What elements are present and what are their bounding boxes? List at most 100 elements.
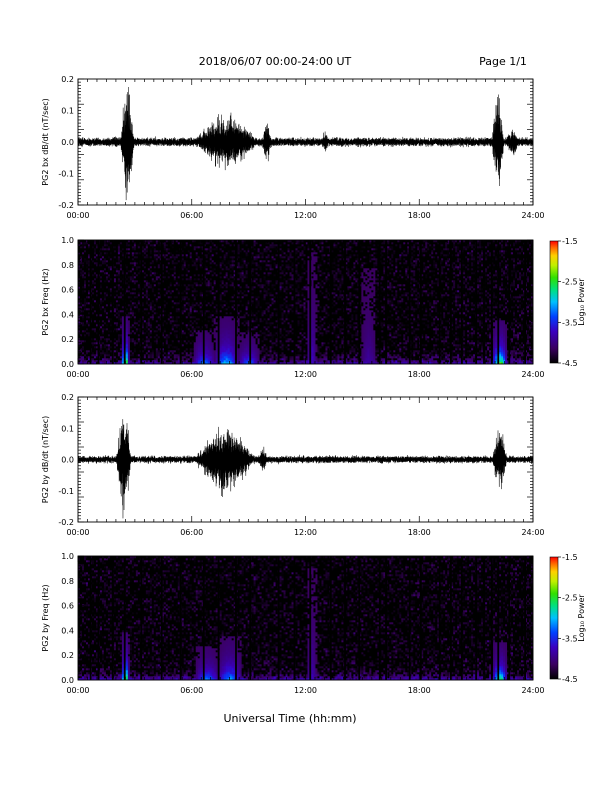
spectrogram-cell: [132, 348, 134, 350]
spectrogram-cell: [128, 242, 130, 244]
spectrogram-cell: [210, 346, 212, 348]
spectrogram-cell: [108, 250, 110, 252]
spectrogram-cell: [222, 338, 224, 340]
spectrogram-cell: [194, 282, 196, 284]
spectrogram-cell: [136, 252, 138, 254]
spectrogram-cell: [94, 326, 96, 328]
spectrogram-cell: [188, 354, 190, 356]
spectrogram-cell: [84, 322, 86, 324]
bx-spectrogram-panel: -1.5-2.5-3.5-4.5Log₁₀ Power00:00 06:00 12:…: [41, 236, 586, 379]
spectrogram-cell: [102, 348, 104, 350]
spectrogram-cell: [194, 342, 196, 344]
spectrogram-cell: [102, 334, 104, 336]
spectrogram-cell: [188, 298, 190, 300]
spectrogram-cell: [156, 358, 158, 360]
spectrogram-cell: [144, 346, 146, 348]
spectrogram-cell: [138, 280, 140, 282]
spectrogram-cell: [166, 312, 168, 314]
spectrogram-cell: [212, 322, 214, 324]
spectrogram-cell: [194, 320, 196, 322]
spectrogram-cell: [116, 314, 118, 316]
spectrogram-cell: [210, 330, 212, 332]
spectrogram-cell: [194, 274, 196, 276]
spectrogram-cell: [82, 284, 84, 286]
spectrogram-cell: [208, 260, 210, 262]
spectrogram-cell: [190, 294, 192, 296]
spectrogram-cell: [94, 250, 96, 252]
spectrogram-cell: [154, 246, 156, 248]
spectrogram-cell: [134, 350, 136, 352]
spectrogram-cell: [164, 326, 166, 328]
spectrogram-cell: [192, 306, 194, 308]
spectrogram-cell: [144, 296, 146, 298]
spectrogram-cell: [214, 244, 216, 246]
spectrogram-cell: [232, 338, 234, 340]
spectrogram-cell: [168, 354, 170, 356]
spectrogram-cell: [146, 336, 148, 338]
spectrogram-cell: [102, 256, 104, 258]
spectrogram-cell: [196, 304, 198, 306]
spectrogram-cell: [232, 318, 234, 320]
spectrogram-cell: [92, 350, 94, 352]
spectrogram-cell: [194, 266, 196, 268]
spectrogram-cell: [130, 328, 132, 330]
spectrogram-cell: [206, 248, 208, 250]
spectrogram-cell: [224, 358, 226, 360]
spectrogram-cell: [116, 268, 118, 270]
spectrogram-cell: [226, 296, 228, 298]
spectrogram-cell: [84, 256, 86, 258]
spectrogram-cell: [226, 290, 228, 292]
spectrogram-cell: [82, 246, 84, 248]
spectrogram-cell: [168, 294, 170, 296]
spectrogram-cell: [144, 334, 146, 336]
spectrogram-cell: [156, 260, 158, 262]
spectrogram-cell: [172, 282, 174, 284]
spectrogram-cell: [170, 242, 172, 244]
waveform-series: [78, 87, 533, 200]
spectrogram-cell: [182, 272, 184, 274]
spectrogram-cell: [164, 276, 166, 278]
spectrogram-cell: [176, 272, 178, 274]
spectrogram-cell: [136, 284, 138, 286]
spectrogram-cell: [148, 258, 150, 260]
spectrogram-cell: [176, 360, 178, 362]
spectrogram-cell: [116, 284, 118, 286]
spectrogram-cell: [120, 266, 122, 268]
spectrogram-cell: [92, 336, 94, 338]
spectrogram-cell: [208, 296, 210, 298]
spectrogram-cell: [168, 322, 170, 324]
spectrogram-cell: [150, 280, 152, 282]
spectrogram-cell: [144, 326, 146, 328]
spectrogram-cell: [100, 354, 102, 356]
spectrogram-cell: [158, 274, 160, 276]
spectrogram-cell: [138, 278, 140, 280]
spectrogram-cell: [94, 302, 96, 304]
spectrogram-cell: [206, 308, 208, 310]
spectrogram-cell: [226, 256, 228, 258]
spectrogram-cell: [174, 344, 176, 346]
spectrogram-cell: [184, 312, 186, 314]
spectrogram-cell: [228, 256, 230, 258]
spectrogram-cell: [176, 328, 178, 330]
spectrogram-cell: [164, 338, 166, 340]
spectrogram-cell: [182, 302, 184, 304]
spectrogram-cell: [108, 266, 110, 268]
spectrogram-cell: [192, 302, 194, 304]
spectrogram-cell: [152, 252, 154, 254]
spectrogram-cell: [188, 350, 190, 352]
spectrogram-cell: [108, 344, 110, 346]
spectrogram-cell: [170, 340, 172, 342]
spectrogram-cell: [126, 280, 128, 282]
spectrogram-cell: [156, 318, 158, 320]
spectrogram-cell: [156, 286, 158, 288]
spectrogram-cell: [200, 298, 202, 300]
spectrogram-cell: [92, 342, 94, 344]
spectrogram-cell: [214, 304, 216, 306]
spectrogram-cell: [216, 332, 218, 334]
spectrogram-cell: [94, 356, 96, 358]
spectrogram-cell: [134, 338, 136, 340]
spectrogram-cell: [128, 288, 130, 290]
spectrogram-cell: [130, 280, 132, 282]
spectrogram-cell: [152, 286, 154, 288]
spectrogram-cell: [134, 348, 136, 350]
